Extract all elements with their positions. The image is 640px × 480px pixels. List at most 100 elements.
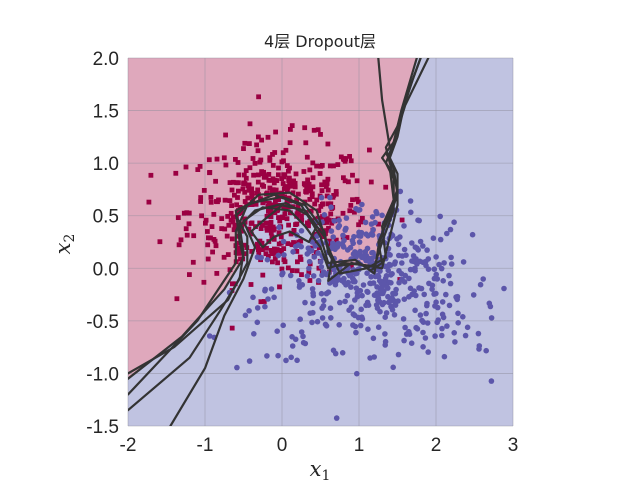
class-0-point [341, 175, 346, 181]
class-1-point [251, 331, 257, 337]
class-0-point [284, 163, 290, 168]
class-0-point [238, 256, 243, 262]
class-0-point [327, 163, 333, 169]
class-0-point [239, 210, 245, 215]
class-0-point [183, 164, 189, 170]
class-0-point [276, 165, 281, 171]
class-0-point [242, 199, 248, 204]
class-1-point [246, 358, 253, 364]
class-0-point [288, 231, 294, 237]
class-0-point [376, 221, 381, 227]
class-1-point [369, 214, 376, 220]
class-0-point [260, 247, 265, 252]
class-1-point [387, 262, 394, 268]
class-0-point [233, 157, 238, 162]
class-0-point [258, 157, 264, 163]
class-0-point [325, 176, 331, 182]
class-1-point [289, 343, 296, 349]
class-0-point [234, 180, 239, 186]
class-1-point [304, 273, 311, 279]
class-1-point [431, 275, 438, 282]
class-1-point [368, 221, 375, 227]
class-0-point [247, 141, 252, 146]
class-1-point [330, 347, 337, 354]
class-0-point [265, 134, 271, 140]
class-1-point [396, 252, 402, 259]
class-0-point [352, 209, 357, 215]
class-0-point [304, 154, 310, 160]
class-1-point [310, 292, 317, 299]
y-axis-label: x2 [51, 234, 78, 255]
class-0-point [312, 201, 318, 207]
class-1-point [339, 350, 346, 356]
class-0-point [214, 156, 220, 162]
class-0-point [269, 251, 275, 256]
class-0-point [265, 190, 270, 196]
class-1-point [422, 335, 429, 341]
class-1-point [441, 353, 448, 360]
class-0-point [296, 191, 301, 197]
class-0-point [308, 208, 314, 214]
class-0-point [256, 94, 261, 100]
class-0-point [315, 127, 321, 133]
decision-boundary-3 [169, 58, 430, 426]
class-1-point [433, 254, 439, 260]
class-0-point [342, 158, 348, 164]
class-0-point [285, 265, 291, 271]
class-1-point [366, 255, 373, 262]
class-1-point [358, 306, 365, 313]
class-1-point [434, 304, 441, 311]
class-1-point [294, 357, 300, 364]
y-tick-label: 2.0 [93, 49, 119, 70]
class-1-point [265, 296, 271, 302]
class-0-point [268, 214, 274, 220]
class-0-point [270, 152, 275, 157]
class-1-point [424, 247, 430, 253]
class-0-point [213, 178, 218, 184]
class-0-point [360, 215, 365, 221]
class-1-point [306, 258, 313, 265]
class-1-point [451, 330, 458, 336]
class-0-point [221, 254, 227, 260]
class-0-point [277, 215, 283, 221]
class-1-point [359, 201, 365, 208]
class-0-point [399, 217, 405, 223]
class-1-point [360, 282, 367, 288]
class-0-point [306, 181, 312, 187]
y-tick-label: 1.0 [93, 154, 119, 175]
class-0-point [286, 222, 291, 228]
class-1-point [362, 219, 369, 226]
class-1-point [298, 228, 305, 234]
class-1-point [424, 320, 431, 326]
class-0-point [281, 257, 287, 262]
class-0-point [232, 222, 238, 228]
class-1-point [288, 354, 295, 361]
class-0-point [246, 226, 252, 232]
class-1-point [433, 299, 439, 306]
class-1-point [275, 352, 281, 359]
class-0-point [264, 225, 270, 231]
class-1-point [455, 320, 462, 326]
class-1-point [321, 297, 327, 304]
class-0-point [241, 146, 246, 151]
class-1-point [407, 198, 414, 204]
class-1-point [475, 330, 482, 337]
class-0-point [205, 242, 211, 248]
class-0-point [234, 202, 239, 208]
class-0-point [348, 158, 354, 164]
class-1-point [416, 217, 423, 224]
class-0-point [272, 256, 278, 261]
class-1-point [365, 326, 371, 333]
class-0-point [250, 156, 256, 161]
class-0-point [229, 203, 234, 208]
class-1-point [323, 271, 330, 278]
class-0-point [287, 175, 292, 181]
class-1-point [328, 204, 334, 210]
class-0-point [273, 199, 278, 204]
class-1-point [296, 284, 303, 290]
y-axis-label-base: x [51, 242, 75, 254]
class-1-point [262, 303, 268, 310]
class-0-point [270, 187, 276, 193]
class-0-point [248, 231, 254, 237]
class-1-point [420, 344, 426, 350]
